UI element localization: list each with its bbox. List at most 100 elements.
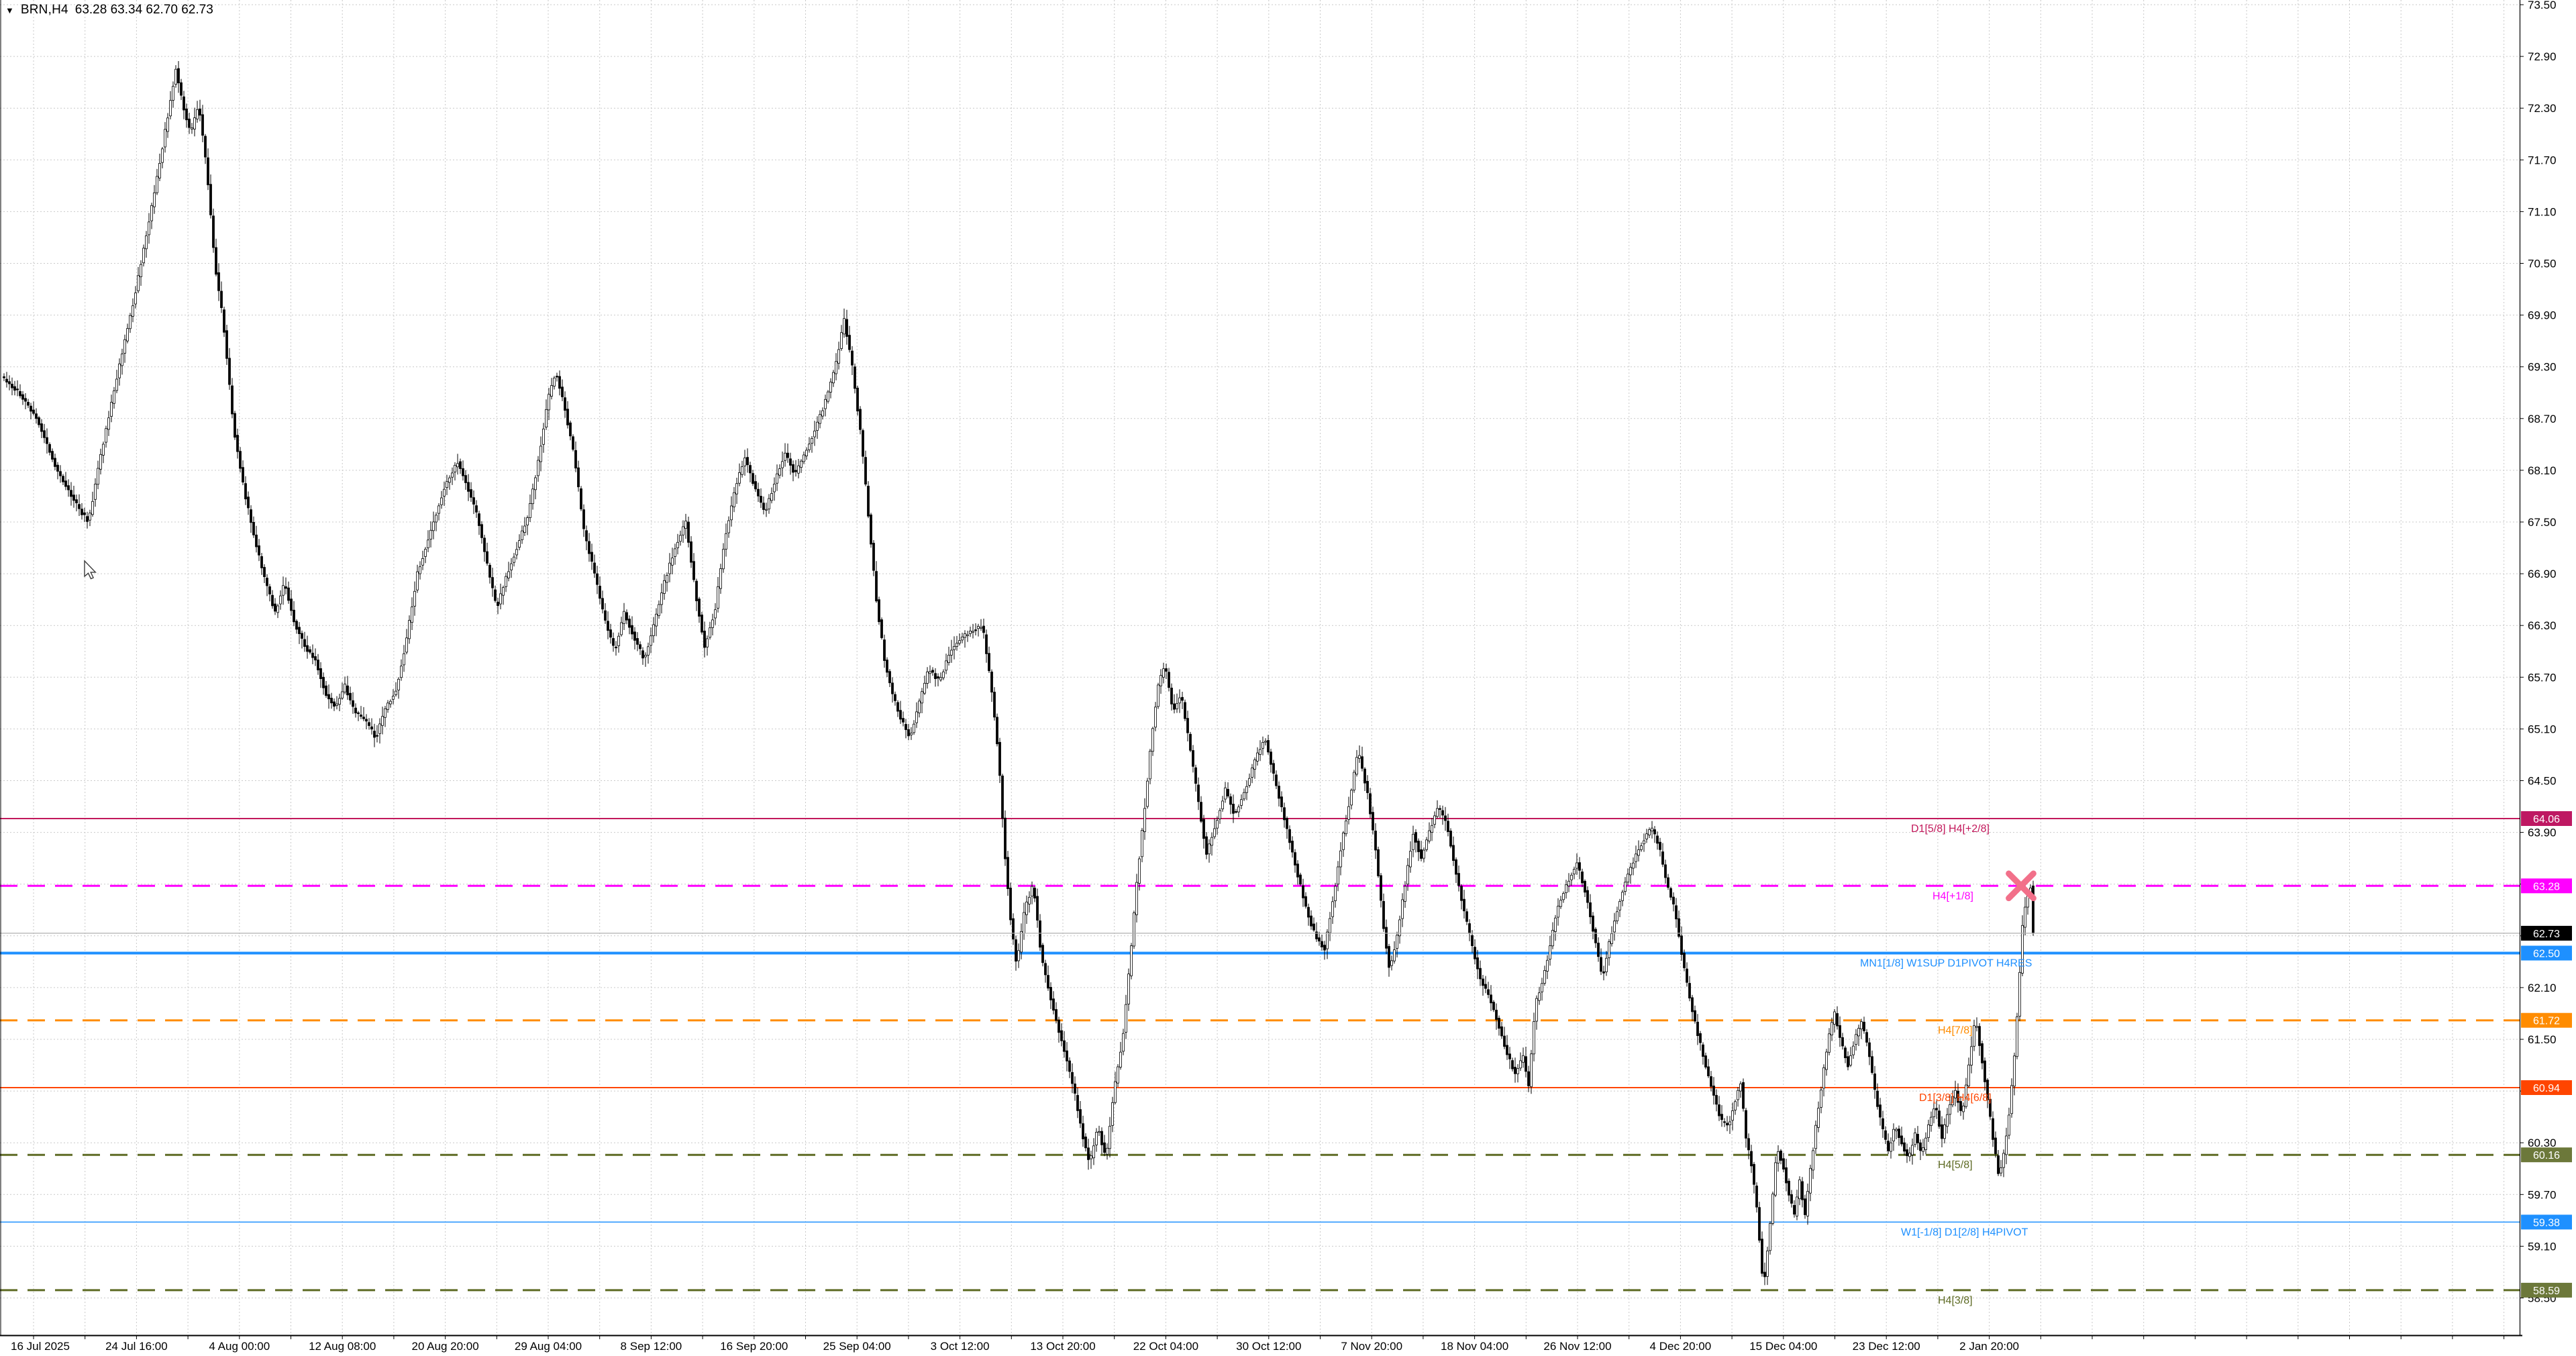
candle-body <box>1044 963 1047 976</box>
candle-body <box>773 484 776 492</box>
candle-body <box>1503 1035 1506 1047</box>
candle-body <box>1412 833 1414 850</box>
candle-body <box>1938 1110 1941 1127</box>
candle-body <box>1908 1153 1911 1157</box>
candle-body <box>344 684 346 692</box>
candle-body <box>896 702 899 712</box>
candle-body <box>1584 880 1586 893</box>
candle-body <box>1755 1186 1758 1208</box>
chart-ohlc-values: 63.28 63.34 62.70 62.73 <box>74 3 213 17</box>
candle-body <box>236 435 239 452</box>
candle-body <box>1613 921 1616 933</box>
price-axis-panel <box>2520 0 2576 1356</box>
candle-body <box>1715 1095 1718 1105</box>
candle-body <box>891 682 894 694</box>
candle-body <box>1100 1131 1103 1145</box>
level-label: H4[5/8] <box>1938 1159 1973 1171</box>
candle-body <box>75 499 78 504</box>
candle-body <box>118 363 121 378</box>
candle-body <box>1186 718 1189 733</box>
candle-body <box>1374 831 1377 851</box>
candle-body <box>416 571 419 590</box>
candle-body <box>354 707 357 714</box>
time-axis-label: 29 Aug 04:00 <box>515 1340 582 1353</box>
candle-body <box>1463 898 1465 912</box>
candle-body <box>166 117 169 132</box>
candle-body <box>220 291 223 309</box>
candle-body <box>1076 1095 1079 1111</box>
candle-body <box>309 649 311 653</box>
candle-body <box>816 421 819 431</box>
candle-body <box>462 468 464 476</box>
candle-body <box>1997 1155 2000 1174</box>
sell-marker-x[interactable] <box>1996 862 2046 911</box>
candle-body <box>684 521 687 529</box>
candle-body <box>150 205 153 221</box>
price-axis[interactable]: 73.50 72.90 72.30 71.70 71.10 70.50 69.90 69.30… <box>2520 0 2572 1305</box>
price-badge <box>2521 925 2572 941</box>
candle-body <box>1543 970 1546 984</box>
candle-body <box>695 580 698 601</box>
candle-body <box>429 529 432 540</box>
candle-body <box>403 653 405 666</box>
candle-body <box>1589 902 1592 917</box>
candle-body <box>215 247 217 275</box>
candle-body <box>1930 1116 1933 1126</box>
candle-body <box>687 521 690 543</box>
candle-body <box>174 68 177 85</box>
candle-body <box>13 386 16 391</box>
candle-body <box>797 465 800 474</box>
candle-body <box>1578 862 1581 871</box>
candle-body <box>1315 931 1318 939</box>
candle-body <box>1498 1018 1500 1029</box>
price-axis-label: 72.90 <box>2528 50 2557 63</box>
candle-body <box>1036 896 1039 921</box>
candle-body <box>1178 697 1181 704</box>
x-cross-marker[interactable] <box>1996 862 2046 911</box>
candle-body <box>760 496 762 503</box>
time-axis-label: 3 Oct 12:00 <box>931 1340 990 1353</box>
candle-body <box>1900 1135 1903 1145</box>
candle-body <box>1184 702 1186 719</box>
candle-body <box>1154 707 1157 728</box>
candle-body <box>266 578 268 586</box>
candle-body <box>1194 767 1197 784</box>
candle-body <box>1989 1098 1992 1117</box>
candle-body <box>513 556 515 563</box>
candle-body <box>134 293 137 305</box>
candle-body <box>1122 1033 1125 1052</box>
candle-body <box>725 533 727 550</box>
candle-body <box>1814 1125 1817 1149</box>
candle-body <box>1017 950 1020 961</box>
candle-body <box>1361 756 1363 769</box>
candle-body <box>548 394 550 411</box>
candle-body <box>1632 862 1635 869</box>
candle-body <box>1181 696 1184 701</box>
candle-body <box>83 512 86 515</box>
symbol-dropdown-icon[interactable]: ▼ <box>5 5 14 15</box>
candle-body <box>1253 760 1256 770</box>
candle-body <box>1780 1150 1782 1161</box>
candle-body <box>1541 983 1543 992</box>
price-axis-label: 63.90 <box>2528 827 2557 839</box>
level-lines[interactable] <box>0 818 2520 1292</box>
candle-body <box>733 492 735 507</box>
candle-body <box>980 627 982 629</box>
candle-body <box>290 598 293 611</box>
chart-title: ▼ BRN,H4 63.28 63.34 62.70 62.73 <box>5 3 213 17</box>
candle-body <box>921 691 923 704</box>
candle-body <box>1436 808 1439 817</box>
candle-body <box>1922 1147 1924 1152</box>
level-labels: D1[5/8] H4[+2/8] H4[+1/8] MN1[1/8] W1SUP D… <box>1860 823 2032 1306</box>
candle-body <box>1441 810 1444 816</box>
candle-body <box>411 607 413 623</box>
candle-body <box>792 464 794 473</box>
candle-body <box>268 586 271 594</box>
candle-body <box>2002 1153 2005 1168</box>
candle-body <box>322 676 325 688</box>
candle-body <box>1245 786 1248 793</box>
time-axis[interactable]: 16 Jul 2025 24 Jul 16:00 4 Aug 00:00 12 Aug… <box>11 1335 2505 1353</box>
candle-body <box>572 436 574 450</box>
candle-body <box>1758 1207 1761 1241</box>
